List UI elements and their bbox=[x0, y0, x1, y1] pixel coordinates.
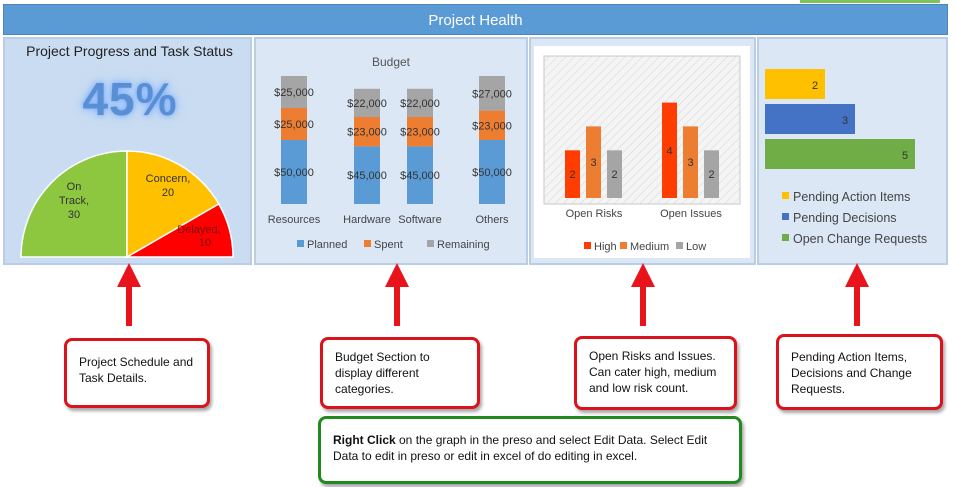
pending-bar-value: 5 bbox=[902, 150, 908, 162]
pending-bar-value: 2 bbox=[812, 80, 818, 92]
pie-label-delayed: Delayed, 10 bbox=[177, 224, 220, 249]
budget-bar-remaining[interactable] bbox=[479, 76, 505, 111]
budget-category-label: Hardware bbox=[343, 214, 391, 226]
pending-bar[interactable] bbox=[765, 69, 825, 99]
risk-data-label: 2 bbox=[708, 169, 714, 181]
risk-legend-low: Low bbox=[686, 241, 706, 253]
budget-bar-remaining[interactable] bbox=[281, 76, 307, 108]
arrows-layer bbox=[117, 263, 869, 326]
risk-data-label: 3 bbox=[590, 157, 596, 169]
budget-bar-planned[interactable] bbox=[281, 140, 307, 204]
budget-bar-planned[interactable] bbox=[407, 146, 433, 204]
pending-legend-label: Pending Decisions bbox=[793, 211, 897, 225]
pending-legend-label: Open Change Requests bbox=[793, 232, 927, 246]
legend-swatch-high bbox=[584, 242, 591, 249]
legend-swatch-low bbox=[676, 242, 683, 249]
budget-data-label: $27,000 bbox=[472, 88, 512, 100]
pie-label-concern: Concern, 20 bbox=[146, 173, 191, 199]
legend-swatch-remaining bbox=[427, 240, 434, 247]
risk-legend-high: High bbox=[594, 241, 617, 253]
budget-chart[interactable]: $50,000 $25,000 $25,000 Resources $45,000 $23… bbox=[254, 70, 528, 260]
top-strip bbox=[800, 0, 940, 3]
pie-label-on-track: On Track, 30 bbox=[59, 181, 89, 221]
budget-category-label: Others bbox=[475, 214, 509, 226]
budget-bar-spent[interactable] bbox=[281, 108, 307, 140]
budget-legend-remaining: Remaining bbox=[437, 239, 490, 251]
budget-data-label: $23,000 bbox=[472, 120, 512, 132]
pending-legend-label: Pending Action Items bbox=[793, 190, 910, 204]
risk-data-label: 2 bbox=[611, 169, 617, 181]
budget-data-label: $45,000 bbox=[347, 170, 387, 182]
budget-bar-planned[interactable] bbox=[479, 140, 505, 204]
budget-title: Budget bbox=[371, 55, 411, 69]
budget-data-label: $50,000 bbox=[472, 167, 512, 179]
risk-data-label: 2 bbox=[569, 169, 575, 181]
legend-swatch bbox=[782, 234, 789, 241]
callout-pending: Pending Action Items, Decisions and Chan… bbox=[776, 334, 943, 410]
risk-bar-low[interactable] bbox=[704, 150, 719, 198]
pie-slice-concern[interactable] bbox=[126, 150, 220, 259]
banner-title: Project Health bbox=[428, 12, 523, 29]
risk-bar-high[interactable] bbox=[662, 102, 677, 198]
budget-bar-spent[interactable] bbox=[407, 117, 433, 147]
callout-edit-data: Right Click on the graph in the preso an… bbox=[318, 416, 742, 484]
task-status-pie[interactable]: On Track, 30 Concern, 20 Delayed, 10 bbox=[3, 140, 252, 265]
pending-chart[interactable]: 2 Pending Action Items 3 Pending Decisions 5… bbox=[757, 60, 948, 250]
risk-data-label: 4 bbox=[666, 145, 672, 157]
callout-schedule-text: Project Schedule and Task Details. bbox=[79, 355, 194, 385]
budget-category-label: Resources bbox=[268, 214, 321, 226]
budget-data-label: $50,000 bbox=[274, 167, 314, 179]
pie-slice-delayed[interactable] bbox=[124, 202, 234, 258]
legend-swatch-planned bbox=[297, 240, 304, 247]
pie-slice-on-track[interactable] bbox=[20, 150, 128, 258]
budget-data-label: $25,000 bbox=[274, 119, 314, 131]
pending-bar-value: 3 bbox=[842, 115, 848, 127]
budget-bar-remaining[interactable] bbox=[407, 88, 433, 117]
callout-risks: Open Risks and Issues. Can cater high, m… bbox=[574, 336, 737, 410]
pending-bar[interactable] bbox=[765, 104, 855, 134]
risk-bar-low[interactable] bbox=[607, 150, 622, 198]
budget-legend-spent: Spent bbox=[374, 239, 403, 251]
budget-bar-remaining[interactable] bbox=[354, 88, 380, 117]
budget-bar-planned[interactable] bbox=[354, 146, 380, 204]
budget-data-label: $22,000 bbox=[400, 98, 440, 110]
budget-data-label: $25,000 bbox=[274, 87, 314, 99]
legend-swatch bbox=[782, 192, 789, 199]
legend-swatch bbox=[782, 213, 789, 220]
callout-risks-text: Open Risks and Issues. Can cater high, m… bbox=[589, 349, 717, 395]
legend-swatch-medium bbox=[620, 242, 627, 249]
risk-category-label: Open Issues bbox=[660, 208, 722, 220]
risk-bar-medium[interactable] bbox=[683, 126, 698, 198]
budget-category-label: Software bbox=[398, 214, 441, 226]
legend-swatch-spent bbox=[364, 240, 371, 247]
callout-budget: Budget Section to display different cate… bbox=[320, 337, 480, 409]
budget-data-label: $23,000 bbox=[347, 127, 387, 139]
callout-edit-bold: Right Click bbox=[333, 433, 396, 447]
budget-bar-spent[interactable] bbox=[354, 117, 380, 147]
budget-legend-planned: Planned bbox=[307, 239, 347, 251]
budget-data-label: $23,000 bbox=[400, 127, 440, 139]
risk-bar-high[interactable] bbox=[565, 150, 580, 198]
callout-budget-text: Budget Section to display different cate… bbox=[335, 350, 430, 396]
risk-category-label: Open Risks bbox=[566, 208, 623, 220]
risk-data-label: 3 bbox=[687, 157, 693, 169]
project-health-banner: Project Health bbox=[3, 4, 948, 35]
callout-pending-text: Pending Action Items, Decisions and Chan… bbox=[791, 350, 912, 396]
risk-bar-medium[interactable] bbox=[586, 126, 601, 198]
budget-data-label: $45,000 bbox=[400, 170, 440, 182]
callout-schedule: Project Schedule and Task Details. bbox=[64, 338, 210, 408]
callout-edit-text: on the graph in the preso and select Edi… bbox=[333, 433, 708, 463]
pending-bar[interactable] bbox=[765, 139, 915, 169]
risks-issues-chart[interactable]: 2 3 2 4 3 2 Open Risks Open Issues High Medium Lo… bbox=[534, 46, 750, 258]
risk-legend-medium: Medium bbox=[630, 241, 669, 253]
budget-data-label: $22,000 bbox=[347, 98, 387, 110]
progress-title: Project Progress and Task Status bbox=[26, 43, 233, 59]
progress-percent: 45% bbox=[82, 73, 178, 125]
budget-bar-spent[interactable] bbox=[479, 110, 505, 140]
